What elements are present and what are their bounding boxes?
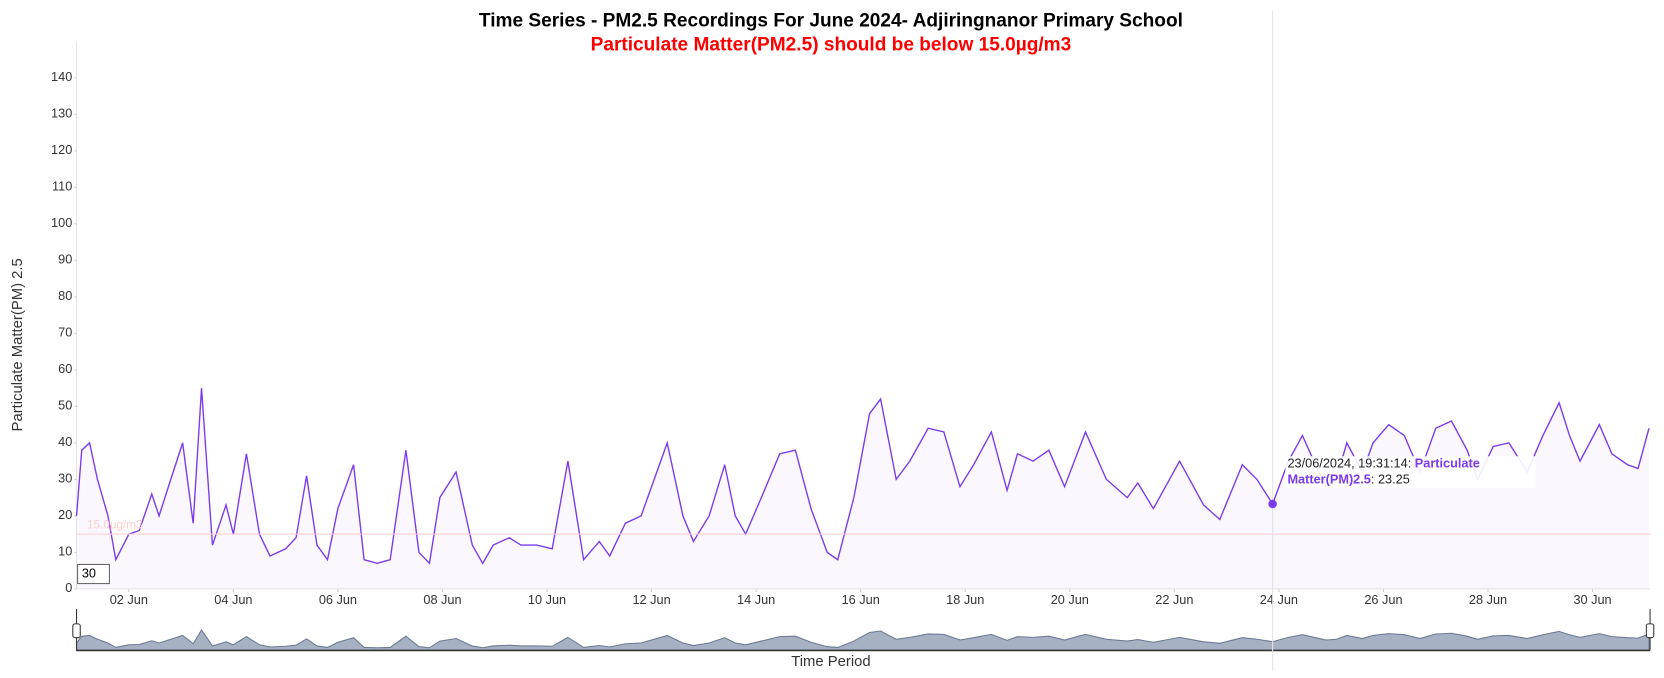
range-selector-area [76, 628, 1650, 651]
x-tick-label: 26 Jun [1364, 592, 1402, 607]
x-tick-label: 12 Jun [632, 592, 670, 607]
y-tick-label: 40 [58, 434, 72, 449]
roll-period-input[interactable] [77, 563, 110, 585]
y-tick-label: 130 [51, 106, 72, 121]
y-tick-label: 0 [65, 580, 72, 595]
roll-period-value[interactable]: 30 [82, 565, 96, 580]
x-tick-label: 28 Jun [1469, 592, 1507, 607]
x-tick-label: 08 Jun [423, 592, 461, 607]
y-tick-label: 80 [58, 288, 72, 303]
y-tick-label: 70 [58, 325, 72, 340]
x-tick-label: 06 Jun [319, 592, 357, 607]
y-tick-label: 30 [58, 471, 72, 486]
series-line [75, 388, 1650, 565]
x-tick-label: 10 Jun [528, 592, 566, 607]
y-tick-label: 20 [58, 507, 72, 522]
tooltip-bg [1285, 456, 1536, 489]
x-tick-label: 20 Jun [1051, 592, 1089, 607]
range-handle[interactable] [1645, 623, 1655, 639]
x-tick-label: 18 Jun [946, 592, 984, 607]
series-area [76, 388, 1650, 589]
x-tick-label: 30 Jun [1573, 592, 1611, 607]
x-tick-label: 24 Jun [1260, 592, 1298, 607]
tooltip-series-cont: Matter(PM)2.5 [1287, 472, 1370, 487]
y-tick-label: 90 [58, 252, 72, 267]
y-tick-label: 110 [52, 179, 72, 194]
y-tick-label: 10 [58, 544, 72, 559]
tooltip-value: 23.25 [1378, 472, 1410, 487]
tooltip-line: 23/06/2024, 19:31:14: Particulate [1287, 456, 1479, 471]
y-axis-label: Particulate Matter(PM) 2.5 [10, 258, 26, 431]
threshold-label: 15.0µg/m3 [87, 519, 142, 532]
x-tick-label: 16 Jun [842, 592, 880, 607]
tooltip-time: 23/06/2024, 19:31:14 [1287, 456, 1407, 471]
y-tick-label: 140 [51, 69, 72, 84]
x-tick-label: 22 Jun [1155, 592, 1193, 607]
y-tick-label: 60 [58, 361, 72, 376]
tooltip-line: Matter(PM)2.5: 23.25 [1287, 472, 1409, 487]
chart-subtitle: Particulate Matter(PM2.5) should be belo… [591, 35, 1072, 56]
tooltip-sep: : [1371, 472, 1378, 487]
y-tick-label: 50 [58, 398, 72, 413]
x-tick-label: 04 Jun [214, 592, 252, 607]
x-tick-label: 14 Jun [737, 592, 775, 607]
y-tick-label: 120 [51, 142, 72, 157]
highlight-point [1268, 499, 1277, 509]
range-handle[interactable] [72, 623, 81, 639]
x-axis-label: Time Period [791, 654, 870, 670]
x-tick-label: 02 Jun [110, 592, 148, 607]
tooltip-series: Particulate [1415, 456, 1480, 471]
tooltip-sep: : [1408, 456, 1415, 471]
y-tick-label: 100 [51, 215, 72, 230]
chart-title: Time Series - PM2.5 Recordings For June … [479, 10, 1183, 31]
